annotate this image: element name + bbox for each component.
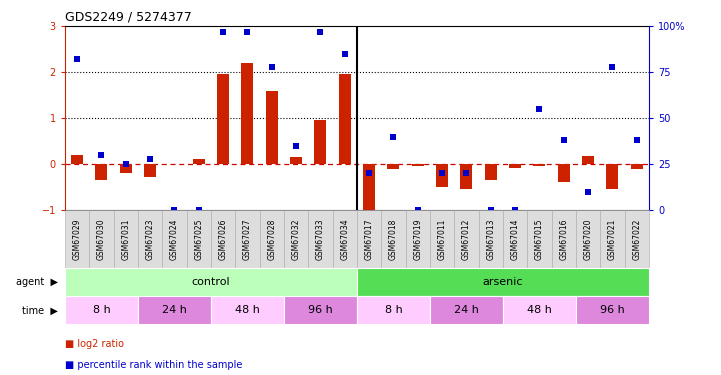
Text: 96 h: 96 h	[600, 305, 625, 315]
Point	[412, 207, 423, 213]
Text: GSM67028: GSM67028	[267, 218, 276, 260]
Bar	[120, 164, 132, 173]
Text: 24 h: 24 h	[162, 305, 187, 315]
Text: GSM67016: GSM67016	[559, 218, 568, 260]
Text: agent  ▶: agent ▶	[16, 277, 58, 287]
Text: 48 h: 48 h	[235, 305, 260, 315]
Text: time  ▶: time ▶	[22, 305, 58, 315]
Text: GSM67013: GSM67013	[486, 218, 495, 260]
Bar	[412, 164, 424, 166]
Point	[71, 56, 83, 62]
Bar	[485, 164, 497, 180]
Point	[96, 152, 107, 158]
Bar	[631, 164, 643, 169]
Point	[120, 161, 131, 167]
Text: GSM67022: GSM67022	[632, 218, 641, 260]
Bar	[193, 159, 205, 164]
Text: ■ percentile rank within the sample: ■ percentile rank within the sample	[65, 360, 242, 370]
Bar	[144, 164, 156, 177]
Text: 8 h: 8 h	[92, 305, 110, 315]
Point	[217, 29, 229, 35]
Point	[314, 29, 326, 35]
Text: GSM67014: GSM67014	[510, 218, 520, 260]
Point	[509, 207, 521, 213]
Point	[606, 64, 618, 70]
Text: GSM67012: GSM67012	[462, 218, 471, 260]
Text: GSM67023: GSM67023	[146, 218, 154, 260]
Text: 24 h: 24 h	[454, 305, 479, 315]
Text: GDS2249 / 5274377: GDS2249 / 5274377	[65, 11, 192, 24]
Text: GSM67019: GSM67019	[413, 218, 423, 260]
Bar	[606, 164, 619, 189]
Text: GSM67033: GSM67033	[316, 218, 325, 260]
Bar	[265, 91, 278, 164]
Bar	[460, 164, 472, 189]
Text: 8 h: 8 h	[384, 305, 402, 315]
Text: control: control	[192, 277, 230, 287]
Text: GSM67030: GSM67030	[97, 218, 106, 260]
Point	[193, 207, 205, 213]
Text: GSM67025: GSM67025	[194, 218, 203, 260]
Bar	[509, 164, 521, 168]
Text: ■ log2 ratio: ■ log2 ratio	[65, 339, 124, 350]
Text: GSM67024: GSM67024	[170, 218, 179, 260]
Bar	[534, 164, 546, 166]
Bar	[363, 164, 375, 210]
Point	[266, 64, 278, 70]
Text: GSM67027: GSM67027	[243, 218, 252, 260]
Text: GSM67034: GSM67034	[340, 218, 349, 260]
Point	[436, 170, 448, 176]
Point	[461, 170, 472, 176]
Point	[363, 170, 375, 176]
Text: GSM67021: GSM67021	[608, 218, 617, 260]
Text: GSM67018: GSM67018	[389, 218, 398, 260]
Text: 96 h: 96 h	[308, 305, 333, 315]
Bar	[339, 75, 351, 164]
Point	[388, 134, 399, 140]
Point	[534, 106, 545, 112]
Text: arsenic: arsenic	[482, 277, 523, 287]
Point	[291, 143, 302, 149]
Bar	[290, 157, 302, 164]
Point	[339, 51, 350, 57]
Bar	[242, 63, 254, 164]
Text: GSM67026: GSM67026	[218, 218, 228, 260]
Text: GSM67017: GSM67017	[365, 218, 373, 260]
Bar	[71, 155, 83, 164]
Text: GSM67032: GSM67032	[291, 218, 301, 260]
Point	[583, 189, 594, 195]
Bar	[582, 156, 594, 164]
Bar	[95, 164, 107, 180]
Bar	[557, 164, 570, 182]
Text: GSM67031: GSM67031	[121, 218, 131, 260]
Point	[242, 29, 253, 35]
Bar	[436, 164, 448, 187]
Text: GSM67029: GSM67029	[73, 218, 81, 260]
Point	[485, 207, 497, 213]
Bar	[314, 120, 327, 164]
Bar	[387, 164, 399, 169]
Point	[631, 137, 642, 143]
Text: GSM67020: GSM67020	[583, 218, 593, 260]
Point	[169, 207, 180, 213]
Text: GSM67015: GSM67015	[535, 218, 544, 260]
Text: 48 h: 48 h	[527, 305, 552, 315]
Bar	[217, 75, 229, 164]
Point	[558, 137, 570, 143]
Point	[144, 156, 156, 162]
Text: GSM67011: GSM67011	[438, 218, 446, 260]
